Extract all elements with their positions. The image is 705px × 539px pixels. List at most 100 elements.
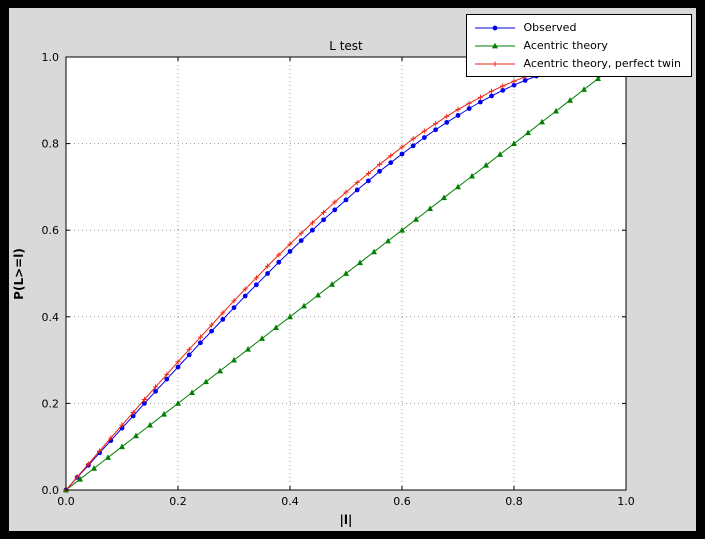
marker-circle [231, 305, 237, 311]
plot-svg: 0.0 0.2 0.4 0.6 0.8 1.0 0.0 0.2 0.4 0.6 0.8 1.0 L t… [12, 39, 635, 527]
marker-circle [254, 282, 259, 288]
marker-triangle [441, 194, 447, 201]
legend-row-acentric-theory: Acentric theory [473, 38, 681, 53]
marker-triangle [483, 162, 489, 168]
marker-circle [198, 340, 203, 346]
x-tick-label: 0.0 [57, 495, 75, 508]
marker-plus [343, 189, 349, 195]
marker-triangle [567, 97, 573, 103]
marker-plus [477, 94, 483, 100]
marker-plus [130, 409, 136, 416]
legend: Observed Acentric theory Acentric theory… [465, 14, 692, 77]
marker-plus [511, 78, 517, 84]
marker-circle [298, 238, 304, 243]
marker-plus [377, 161, 383, 167]
tick-layer: 0.0 0.2 0.4 0.6 0.8 1.0 0.0 0.2 0.4 0.6 0.8 1.0 [42, 51, 635, 508]
series-layer [63, 60, 615, 493]
marker-circle [287, 249, 293, 254]
marker-plus [175, 359, 181, 365]
marker-plus [354, 179, 360, 186]
marker-plus [85, 461, 91, 467]
marker-circle [522, 77, 528, 83]
marker-triangle [287, 313, 293, 320]
marker-circle [186, 352, 192, 358]
marker-triangle [245, 346, 251, 352]
marker-triangle [189, 389, 195, 395]
marker-circle [332, 207, 338, 213]
x-tick-label: 0.6 [393, 495, 411, 508]
marker-plus [220, 310, 226, 316]
y-axis-label: P(L>=l) [12, 248, 26, 300]
marker-triangle [119, 443, 125, 450]
marker-triangle [315, 291, 321, 298]
marker-triangle [203, 378, 209, 385]
marker-triangle [161, 411, 167, 417]
series-line [65, 62, 571, 491]
marker-plus [365, 170, 371, 177]
legend-label-perfect-twin: Acentric theory, perfect twin [523, 57, 681, 70]
marker-plus [108, 435, 114, 441]
marker-plus [186, 346, 192, 352]
marker-plus [489, 88, 495, 94]
axes-frame [65, 56, 627, 491]
marker-plus [287, 241, 293, 247]
marker-circle [455, 113, 461, 118]
marker-triangle [491, 42, 498, 48]
y-tick-label: 0.0 [42, 484, 60, 497]
x-tick-label: 0.2 [169, 495, 187, 508]
marker-circle [343, 197, 349, 203]
legend-sample-acentric-theory-icon [474, 42, 515, 48]
legend-label-observed: Observed [523, 21, 577, 34]
marker-plus [276, 252, 282, 258]
marker-circle [164, 376, 170, 382]
marker-plus [433, 121, 439, 127]
marker-triangle [259, 335, 265, 341]
marker-circle [354, 187, 360, 193]
marker-triangle [329, 281, 335, 287]
x-tick-label: 0.8 [505, 495, 523, 508]
marker-plus [410, 136, 416, 142]
x-tick-label: 0.4 [281, 495, 299, 508]
series-1 [63, 64, 615, 493]
marker-plus [309, 220, 315, 226]
series-0 [63, 69, 550, 493]
marker-plus [97, 448, 103, 454]
marker-circle [399, 151, 405, 157]
marker-circle [220, 316, 226, 322]
marker-plus [500, 83, 506, 89]
marker-triangle [581, 86, 587, 92]
marker-triangle [91, 465, 97, 471]
marker-triangle [301, 302, 307, 309]
marker-triangle [469, 172, 475, 179]
x-tick-label: 1.0 [617, 495, 635, 508]
marker-plus [74, 474, 80, 480]
marker-circle [478, 99, 483, 105]
marker-triangle [427, 205, 433, 211]
marker-circle [444, 119, 450, 125]
marker-triangle [133, 432, 139, 439]
marker-circle [265, 271, 270, 276]
marker-circle [209, 328, 215, 334]
marker-circle [366, 178, 371, 184]
marker-circle [388, 160, 394, 166]
series-line [65, 67, 613, 491]
marker-triangle [217, 367, 223, 374]
y-tick-label: 0.2 [42, 397, 60, 410]
y-tick-label: 0.8 [42, 138, 60, 151]
legend-row-observed: Observed [473, 20, 681, 35]
legend-row-perfect-twin: Acentric theory, perfect twin [473, 56, 681, 71]
marker-circle [489, 93, 494, 99]
marker-plus [197, 334, 203, 340]
legend-sample-perfect-twin-icon [474, 60, 515, 67]
marker-circle [321, 217, 326, 223]
marker-plus [253, 275, 259, 281]
marker-circle [130, 413, 136, 419]
marker-circle [310, 227, 315, 233]
marker-triangle [511, 140, 517, 146]
marker-plus [388, 153, 394, 159]
marker-circle [410, 143, 416, 149]
marker-plus [164, 371, 170, 377]
marker-circle [433, 127, 438, 133]
marker-triangle [77, 475, 83, 482]
marker-circle [492, 25, 497, 30]
